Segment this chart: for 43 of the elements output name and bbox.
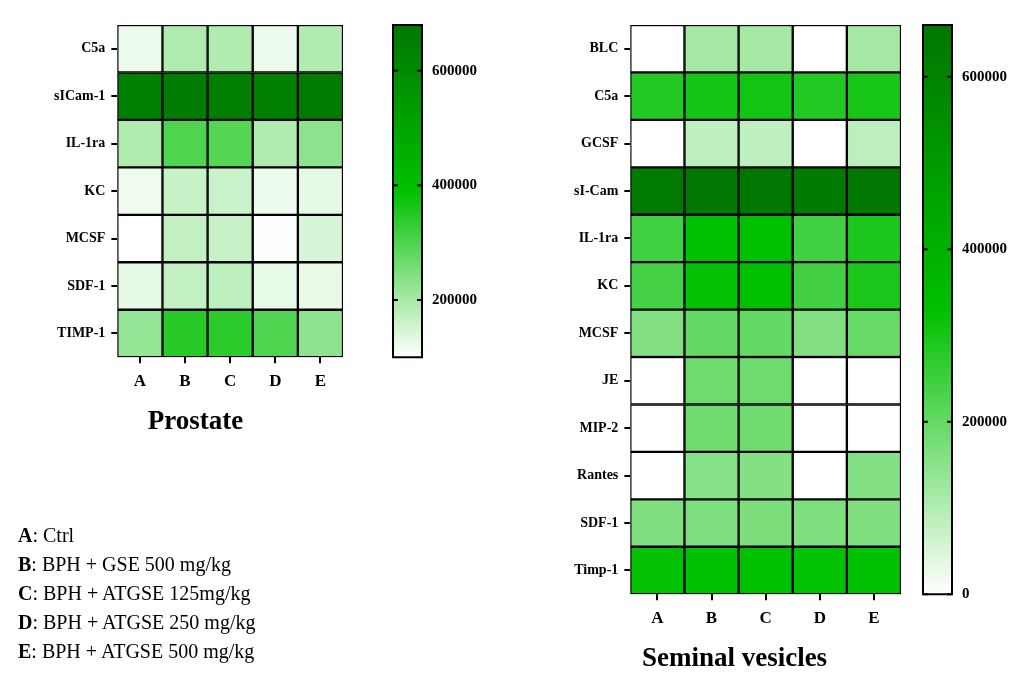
y-tick-label: C5a	[594, 87, 619, 103]
x-tick-label: D	[813, 607, 826, 627]
y-tick-label: SDF-1	[67, 277, 106, 293]
x-tick-label: B	[705, 607, 718, 627]
text: D: BPH + ATGSE 250 mg/kg	[18, 611, 256, 633]
x-tick-label: C	[759, 607, 772, 627]
y-tick-label: Rantes	[577, 467, 619, 483]
y-tick-label: KC	[597, 277, 619, 293]
y-tick-label: BLC	[589, 40, 619, 56]
color-bar-label: 0	[962, 585, 970, 602]
x-tick-label: A	[133, 370, 147, 390]
y-tick-label: IL-1ra	[578, 230, 619, 246]
y-tick-label: KC	[84, 182, 106, 198]
x-tick-label: D	[269, 370, 282, 390]
x-tick-label: C	[224, 370, 237, 390]
y-tick-label: sICam-1	[53, 87, 106, 103]
y-tick-label: IL-1ra	[65, 135, 106, 151]
y-tick-label: Timp-1	[574, 562, 619, 578]
y-tick-label: C5a	[81, 40, 106, 56]
y-tick-label: GCSF	[580, 135, 619, 151]
text: C: BPH + ATGSE 125mg/kg	[18, 582, 251, 604]
color-bar-label: 600000	[962, 67, 1007, 84]
text: E: BPH + ATGSE 500 mg/kg	[18, 640, 255, 662]
y-tick-label: sI-Cam	[573, 182, 619, 198]
color-bar-label: 400000	[432, 176, 477, 193]
color-bar-label: 400000	[962, 240, 1007, 257]
y-tick-label: MCSF	[65, 230, 106, 246]
x-tick-label: E	[868, 607, 880, 627]
y-tick-label: JE	[601, 372, 619, 388]
text: A: Ctrl	[18, 524, 75, 546]
color-bar-label: 600000	[432, 61, 477, 78]
text: Seminal vesicles	[641, 641, 828, 672]
y-tick-label: TIMP-1	[57, 325, 106, 341]
text: Prostate	[147, 404, 244, 435]
y-tick-label: MCSF	[578, 324, 619, 340]
y-tick-label: MIP-2	[579, 419, 619, 435]
color-bar-label: 200000	[432, 290, 477, 307]
x-tick-label: A	[651, 607, 665, 627]
text: B: BPH + GSE 500 mg/kg	[18, 553, 231, 575]
x-tick-label: B	[179, 370, 191, 390]
color-bar-label: 200000	[962, 412, 1007, 429]
x-tick-label: E	[314, 370, 327, 390]
y-tick-label: SDF-1	[580, 514, 619, 530]
